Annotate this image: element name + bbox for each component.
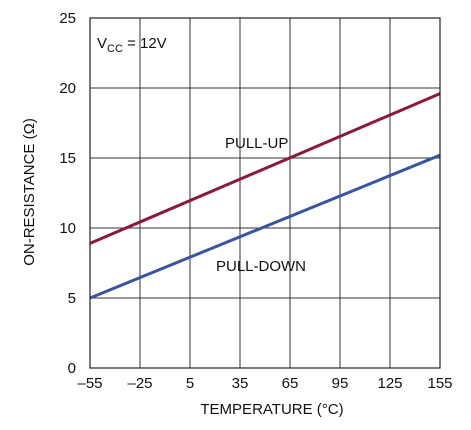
- y-tick-label: 20: [59, 80, 76, 97]
- x-tick-label: 65: [282, 375, 299, 392]
- pull-up-line: [89, 92, 441, 245]
- vcc-prefix: V: [97, 35, 107, 52]
- y-tick-label: 15: [59, 150, 76, 167]
- x-tick-label: 5: [186, 375, 194, 392]
- vcc-subscript: CC: [107, 43, 123, 55]
- pull-down-label: PULL-DOWN: [216, 258, 306, 275]
- y-tick-label: 25: [59, 10, 76, 27]
- series-lines: [89, 92, 441, 300]
- x-axis-title: TEMPERATURE (°C): [200, 401, 343, 418]
- x-tick-label: –25: [127, 375, 152, 392]
- x-tick-label: 125: [377, 375, 402, 392]
- pull-up-label: PULL-UP: [225, 135, 288, 152]
- vcc-condition-label: VCC = 12V: [97, 35, 167, 55]
- y-tick-labels: 0 5 10 15 20 25: [59, 10, 76, 377]
- vcc-value: = 12V: [123, 35, 167, 52]
- pull-down-line: [89, 153, 441, 300]
- x-tick-label: 35: [232, 375, 249, 392]
- grid: [89, 17, 441, 369]
- y-tick-label: 0: [68, 360, 76, 377]
- x-tick-label: 155: [427, 375, 452, 392]
- x-tick-label: –55: [77, 375, 102, 392]
- x-tick-labels: –55 –25 5 35 65 95 125 155: [77, 375, 452, 392]
- y-axis-title: ON-RESISTANCE (Ω): [21, 118, 38, 266]
- y-tick-label: 10: [59, 220, 76, 237]
- plot-frame: [89, 17, 441, 369]
- y-tick-label: 5: [68, 290, 76, 307]
- x-tick-label: 95: [332, 375, 349, 392]
